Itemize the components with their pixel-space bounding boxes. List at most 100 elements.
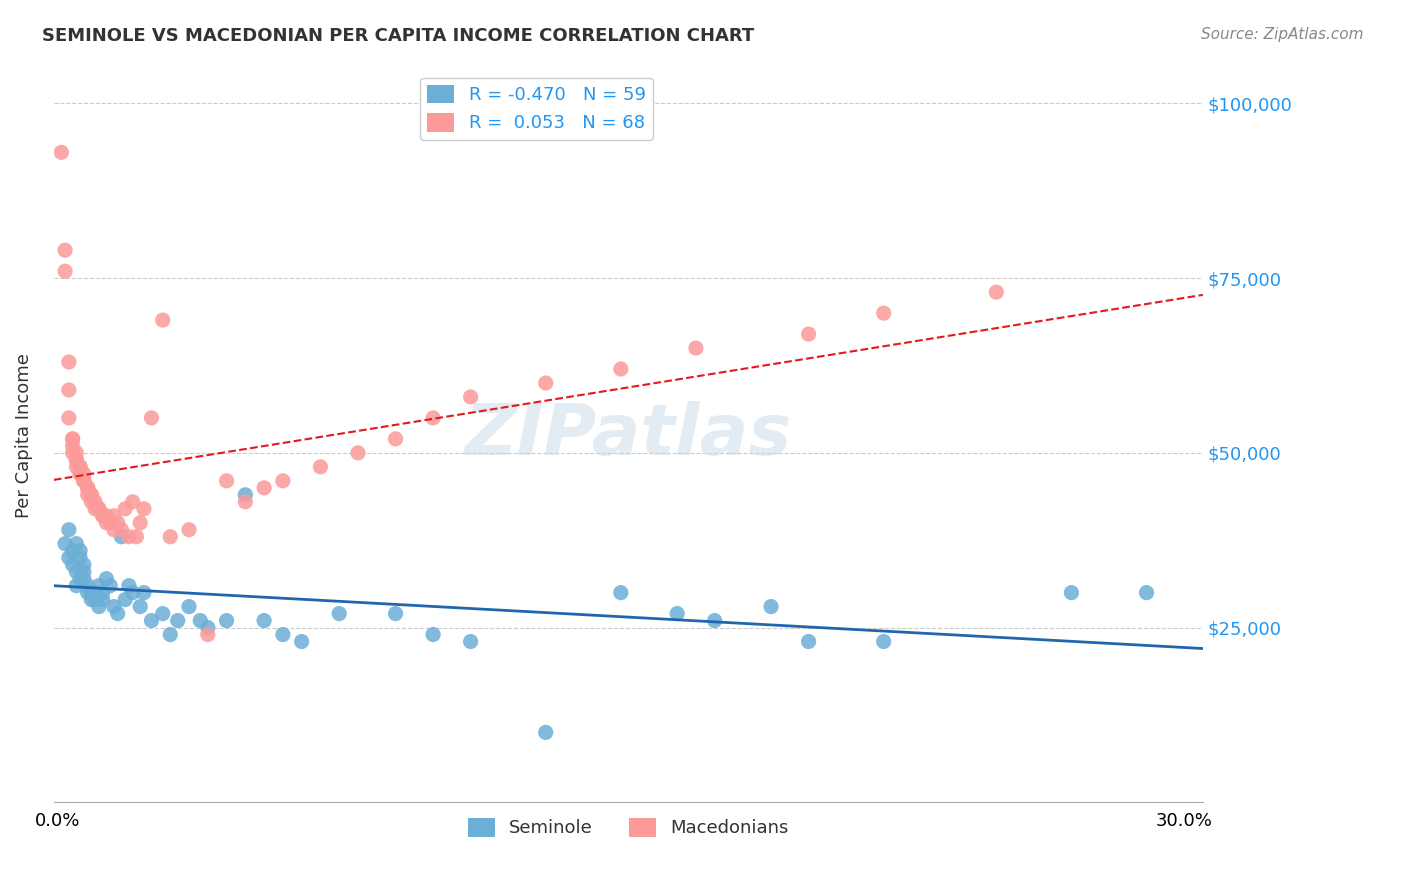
Point — [51, 145, 73, 160]
Point — [84, 592, 107, 607]
Point — [534, 725, 557, 739]
Point — [69, 550, 91, 565]
Point — [460, 390, 482, 404]
Point — [460, 634, 482, 648]
Point — [1060, 585, 1083, 599]
Point — [422, 627, 444, 641]
Point — [271, 474, 294, 488]
Point — [62, 446, 84, 460]
Point — [347, 446, 370, 460]
Point — [197, 621, 219, 635]
Point — [73, 474, 96, 488]
Point — [53, 244, 76, 258]
Point — [118, 530, 141, 544]
Point — [215, 474, 238, 488]
Point — [62, 432, 84, 446]
Point — [84, 495, 107, 509]
Point — [58, 523, 80, 537]
Point — [84, 585, 107, 599]
Point — [76, 585, 98, 599]
Point — [76, 481, 98, 495]
Point — [233, 495, 256, 509]
Point — [73, 558, 96, 572]
Y-axis label: Per Capita Income: Per Capita Income — [15, 353, 32, 518]
Point — [65, 579, 87, 593]
Point — [80, 488, 103, 502]
Point — [91, 508, 114, 523]
Point — [422, 411, 444, 425]
Point — [610, 585, 633, 599]
Point — [873, 306, 896, 320]
Point — [98, 516, 121, 530]
Point — [103, 599, 125, 614]
Point — [65, 453, 87, 467]
Point — [65, 459, 87, 474]
Point — [103, 523, 125, 537]
Point — [121, 495, 143, 509]
Point — [309, 459, 332, 474]
Point — [986, 285, 1008, 300]
Point — [98, 579, 121, 593]
Point — [69, 572, 91, 586]
Point — [328, 607, 350, 621]
Point — [759, 599, 782, 614]
Point — [152, 313, 174, 327]
Point — [118, 579, 141, 593]
Point — [62, 558, 84, 572]
Point — [69, 467, 91, 481]
Point — [76, 481, 98, 495]
Point — [65, 453, 87, 467]
Point — [73, 565, 96, 579]
Point — [873, 634, 896, 648]
Point — [69, 543, 91, 558]
Point — [141, 614, 163, 628]
Point — [80, 592, 103, 607]
Point — [69, 459, 91, 474]
Text: Source: ZipAtlas.com: Source: ZipAtlas.com — [1201, 27, 1364, 42]
Point — [80, 495, 103, 509]
Point — [132, 585, 155, 599]
Point — [91, 508, 114, 523]
Point — [58, 550, 80, 565]
Point — [96, 508, 118, 523]
Text: ZIPatlas: ZIPatlas — [464, 401, 792, 470]
Point — [384, 607, 406, 621]
Point — [166, 614, 188, 628]
Point — [87, 579, 110, 593]
Point — [96, 572, 118, 586]
Point — [73, 572, 96, 586]
Point — [114, 592, 136, 607]
Point — [65, 565, 87, 579]
Point — [107, 516, 129, 530]
Point — [76, 579, 98, 593]
Point — [84, 501, 107, 516]
Point — [125, 530, 148, 544]
Point — [797, 327, 820, 342]
Point — [69, 467, 91, 481]
Point — [76, 488, 98, 502]
Point — [110, 530, 132, 544]
Point — [141, 411, 163, 425]
Point — [233, 488, 256, 502]
Point — [197, 627, 219, 641]
Point — [666, 607, 689, 621]
Point — [1135, 585, 1157, 599]
Point — [73, 474, 96, 488]
Point — [62, 439, 84, 453]
Point — [685, 341, 707, 355]
Point — [114, 501, 136, 516]
Point — [87, 501, 110, 516]
Point — [87, 599, 110, 614]
Point — [703, 614, 725, 628]
Point — [188, 614, 211, 628]
Point — [96, 516, 118, 530]
Point — [159, 627, 181, 641]
Point — [534, 376, 557, 390]
Point — [129, 516, 152, 530]
Point — [103, 508, 125, 523]
Point — [291, 634, 314, 648]
Point — [69, 459, 91, 474]
Legend: Seminole, Macedonians: Seminole, Macedonians — [461, 811, 796, 845]
Point — [80, 585, 103, 599]
Point — [610, 362, 633, 376]
